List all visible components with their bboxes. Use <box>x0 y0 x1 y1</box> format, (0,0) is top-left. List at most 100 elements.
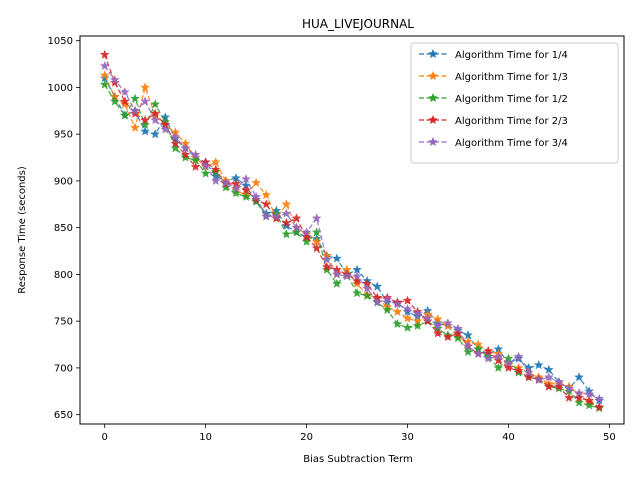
x-tick-label: 0 <box>102 432 108 443</box>
data-point <box>261 211 271 221</box>
y-tick-label: 650 <box>54 410 73 421</box>
y-tick-label: 700 <box>54 363 73 374</box>
data-point <box>352 278 362 288</box>
data-point <box>544 381 554 391</box>
y-tick-label: 750 <box>54 317 73 328</box>
data-point <box>241 191 251 201</box>
data-point <box>150 99 160 109</box>
data-point <box>231 188 241 198</box>
data-point <box>200 160 211 170</box>
data-point <box>453 328 463 338</box>
data-point <box>301 232 312 242</box>
y-tick-label: 900 <box>54 176 73 187</box>
data-point <box>140 126 150 136</box>
y-tick-label: 950 <box>54 130 73 141</box>
data-point <box>200 168 211 178</box>
data-point <box>443 332 453 342</box>
data-point <box>574 397 584 407</box>
data-point <box>584 389 594 399</box>
legend-swatch-marker <box>428 49 438 59</box>
data-point <box>362 283 372 293</box>
data-point <box>211 175 221 185</box>
data-point <box>261 199 271 209</box>
data-point <box>402 295 413 305</box>
legend-entry: Algorithm Time for 1/3 <box>419 71 568 83</box>
data-point <box>493 362 504 372</box>
data-point <box>140 82 150 92</box>
data-point <box>221 177 231 187</box>
legend-swatch-marker <box>428 93 438 103</box>
data-point <box>120 110 130 120</box>
x-tick-label: 40 <box>502 432 515 443</box>
legend-label: Algorithm Time for 1/4 <box>455 50 568 61</box>
data-point <box>231 183 241 193</box>
data-point <box>433 320 443 330</box>
data-point <box>281 218 292 228</box>
data-point <box>140 115 150 125</box>
data-point <box>311 243 322 253</box>
data-point <box>392 318 403 328</box>
legend-box <box>410 42 619 164</box>
axes-frame <box>79 35 625 425</box>
data-point <box>594 393 605 403</box>
legend-swatch-marker <box>428 115 438 125</box>
data-point <box>574 388 584 398</box>
data-point <box>382 304 393 314</box>
data-point <box>281 208 292 218</box>
x-tick-label: 50 <box>603 432 616 443</box>
data-point <box>503 358 514 368</box>
data-point <box>190 149 201 159</box>
data-point <box>180 143 191 153</box>
data-point <box>594 402 605 412</box>
data-point <box>281 229 292 239</box>
data-point <box>372 297 382 307</box>
data-point <box>493 351 504 361</box>
data-point <box>180 149 191 159</box>
legend-entry: Algorithm Time for 1/2 <box>419 93 568 105</box>
data-point <box>503 362 514 372</box>
data-point <box>422 316 433 326</box>
data-point <box>402 322 413 332</box>
legend-label: Algorithm Time for 2/3 <box>455 116 568 127</box>
data-point <box>402 313 413 323</box>
data-point <box>332 253 342 263</box>
data-point <box>110 74 120 84</box>
data-point <box>291 213 302 223</box>
data-point <box>544 372 554 382</box>
data-point <box>130 93 140 103</box>
data-point <box>554 376 564 386</box>
data-point <box>150 115 160 125</box>
legend: Algorithm Time for 1/4 Algorithm Time for… <box>410 42 619 164</box>
data-point <box>130 108 140 118</box>
data-point <box>120 87 130 97</box>
data-point <box>241 174 251 184</box>
data-point <box>311 213 322 223</box>
y-axis-label: Response Time (seconds) <box>17 166 28 294</box>
data-point <box>332 278 342 288</box>
data-point <box>584 395 594 405</box>
data-point <box>463 347 473 357</box>
data-point <box>372 281 382 291</box>
data-point <box>322 261 332 271</box>
data-point <box>322 254 332 264</box>
legend-swatch-marker <box>428 137 438 147</box>
y-tick-label: 800 <box>54 270 73 281</box>
data-point <box>584 400 594 410</box>
data-point <box>513 351 524 361</box>
legend-swatch-marker <box>428 71 438 81</box>
data-point <box>574 392 584 402</box>
y-tick-label: 1050 <box>48 36 73 47</box>
data-point <box>281 220 292 230</box>
data-point <box>150 129 160 139</box>
legend-entry: Algorithm Time for 2/3 <box>419 115 568 127</box>
plot-area <box>99 49 605 413</box>
data-point <box>211 157 221 167</box>
data-point <box>443 320 453 330</box>
data-point <box>221 182 231 192</box>
data-point <box>130 105 140 115</box>
data-point <box>99 79 110 89</box>
legend-entry: Algorithm Time for 1/4 <box>419 49 568 61</box>
data-point <box>120 99 130 109</box>
data-point <box>251 177 261 187</box>
